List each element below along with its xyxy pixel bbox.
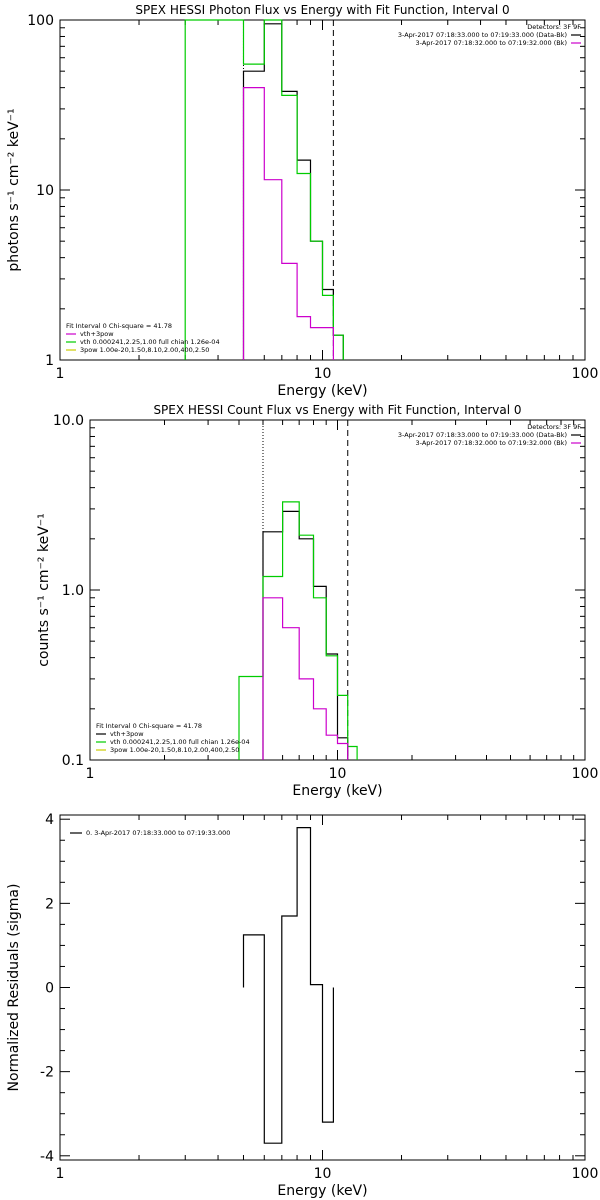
panel1-fit-legend-entry: vth+3pow: [80, 330, 114, 338]
panel1-ytick-label: 100: [27, 13, 54, 29]
panel1-ylabel: photons s⁻¹ cm⁻² keV⁻¹: [6, 108, 22, 271]
panel1-ytick-label: 1: [45, 353, 54, 369]
panel1-series-1: [184, 19, 344, 360]
panel2-fit-legend-entry: vth 0.000241,2.25,1.00 full chian 1.26e-…: [110, 738, 250, 746]
panel1-legend-entry: 3-Apr-2017 07:18:33.000 to 07:19:33.000 …: [398, 31, 567, 39]
panel1-ytick-label: 10: [36, 183, 54, 199]
panel2-series-1: [238, 501, 358, 760]
panel2-ytick-label: 10.0: [53, 413, 84, 429]
panel1-xlabel: Energy (keV): [277, 383, 367, 399]
panel3-legend-entry: 0. 3-Apr-2017 07:18:33.000 to 07:19:33.0…: [86, 829, 230, 837]
panel2-xtick-label: 10: [329, 766, 347, 782]
panel2-xlabel: Energy (keV): [292, 783, 382, 799]
panel1-fit-legend-entry: vth 0.000241,2.25,1.00 full chian 1.26e-…: [80, 338, 220, 346]
panel3-series-0: [242, 827, 334, 1144]
panel3-xtick-label: 10: [314, 1166, 332, 1182]
panel2-ytick-label: 1.0: [62, 583, 84, 599]
panel1-axes-box: [59, 19, 586, 361]
panel3-ytick-label: -2: [40, 1065, 54, 1081]
panel2-fit-legend-entry: 3pow 1.00e-20,1.50,8.10,2.00,400,2.50: [110, 746, 239, 754]
panel3-xtick-label: 1: [56, 1166, 65, 1182]
panel1-fit-legend-entry: 3pow 1.00e-20,1.50,8.10,2.00,400,2.50: [80, 346, 209, 354]
panel1-xtick-label: 100: [572, 366, 599, 382]
panel1-series-0: [242, 23, 344, 360]
panel2-series-0: [262, 510, 349, 760]
panel2-fit-legend-entry: vth+3pow: [110, 730, 144, 738]
panel2-fit-legend-header: Fit Interval 0 Chi-square = 41.78: [96, 722, 202, 730]
panel3-xtick-label: 100: [572, 1166, 599, 1182]
panel2-legend-entry: 3-Apr-2017 07:18:32.000 to 07:19:32.000 …: [416, 439, 567, 447]
panel1-legend-header: Detectors: 3F 9F: [527, 23, 581, 31]
panel3-ylabel: Normalized Residuals (sigma): [6, 884, 22, 1092]
panel3-ytick-label: 4: [45, 812, 54, 828]
panel1-xtick-label: 10: [314, 366, 332, 382]
panel2-legend-entry: 3-Apr-2017 07:18:33.000 to 07:19:33.000 …: [398, 431, 567, 439]
panel3-ytick-label: 2: [45, 896, 54, 912]
panel1-xtick-label: 1: [56, 366, 65, 382]
panel2-xtick-label: 100: [572, 766, 599, 782]
panel3-ytick-label: 0: [45, 981, 54, 997]
panel1-title: SPEX HESSI Photon Flux vs Energy with Fi…: [135, 3, 509, 17]
panel2-legend-header: Detectors: 3F 9F: [527, 423, 581, 431]
panel3-ytick-label: -4: [40, 1149, 54, 1165]
panel2-xtick-label: 1: [86, 766, 95, 782]
panel1-fit-legend-header: Fit Interval 0 Chi-square = 41.78: [66, 322, 172, 330]
panel2-title: SPEX HESSI Count Flux vs Energy with Fit…: [153, 403, 521, 417]
panel1-series-2: [242, 87, 334, 360]
panel1-legend-entry: 3-Apr-2017 07:18:32.000 to 07:19:32.000 …: [416, 39, 567, 47]
panel3-xlabel: Energy (keV): [277, 1183, 367, 1199]
panel2-series-2: [262, 597, 349, 760]
panel2-ytick-label: 0.1: [62, 753, 84, 769]
panel2-ylabel: counts s⁻¹ cm⁻² keV⁻¹: [36, 513, 52, 667]
